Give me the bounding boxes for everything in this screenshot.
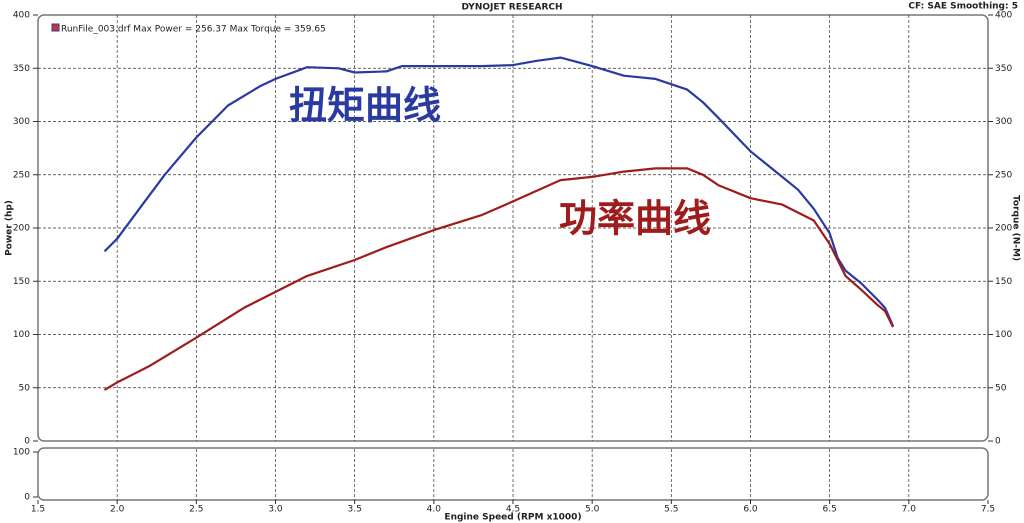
y2-tick-label: 300: [995, 117, 1012, 127]
y2-axis-title: Torque (N-M): [1011, 195, 1021, 261]
y-tick-label: 0: [24, 437, 30, 447]
y-tick-label: 300: [13, 117, 30, 127]
x-tick-label: 5.0: [585, 505, 600, 515]
x-tick-label: 2.0: [110, 505, 125, 515]
y2-tick-label: 0: [995, 437, 1001, 447]
y2-tick-label: 150: [995, 277, 1012, 287]
legend-label: RunFile_003.drf Max Power = 256.37 Max T…: [61, 25, 326, 35]
y-tick-label: 200: [13, 224, 30, 234]
series-line: [103, 167, 894, 391]
chart-subtitle: CF: SAE Smoothing: 5: [908, 2, 1018, 12]
x-tick-label: 2.5: [189, 505, 203, 515]
x-tick-label: 4.5: [506, 505, 520, 515]
legend-swatch: [51, 23, 60, 32]
y2-tick-label: 200: [995, 224, 1012, 234]
y2-tick-label: 50: [995, 383, 1007, 393]
y-tick-label: 0: [24, 493, 30, 503]
y-tick-label: 350: [13, 64, 30, 74]
x-tick-label: 6.0: [743, 505, 758, 515]
y-tick-label: 400: [13, 11, 30, 21]
y2-tick-label: 400: [995, 11, 1012, 21]
series-line: [103, 56, 895, 327]
x-tick-label: 6.5: [823, 505, 837, 515]
x-tick-label: 4.0: [427, 505, 442, 515]
x-tick-label: 7.0: [902, 505, 917, 515]
x-axis-title: Engine Speed (RPM x1000): [444, 513, 581, 523]
y-tick-label: 150: [13, 277, 30, 287]
chart-title: DYNOJET RESEARCH: [461, 3, 562, 13]
series-annotation: 功率曲线: [559, 197, 711, 241]
x-tick-label: 3.0: [268, 505, 283, 515]
x-tick-label: 5.5: [664, 505, 678, 515]
x-tick-label: 7.5: [981, 505, 995, 515]
y-axis-title: Power (hp): [5, 200, 15, 256]
x-tick-label: 3.5: [348, 505, 362, 515]
y-tick-label: 100: [13, 448, 30, 458]
y-tick-label: 50: [19, 383, 31, 393]
y-tick-label: 100: [13, 330, 30, 340]
y-tick-label: 250: [13, 170, 30, 180]
y2-tick-label: 100: [995, 330, 1012, 340]
y2-tick-label: 250: [995, 170, 1012, 180]
y2-tick-label: 350: [995, 64, 1012, 74]
x-tick-label: 1.5: [31, 505, 45, 515]
series-annotation: 扭矩曲线: [289, 84, 441, 128]
